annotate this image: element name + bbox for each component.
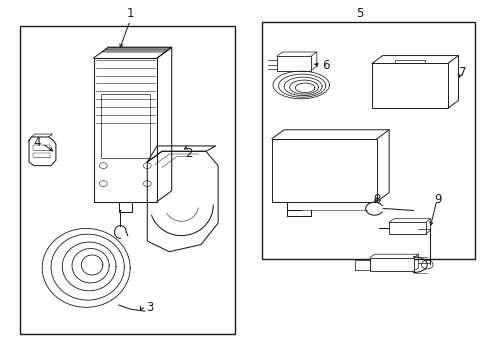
Bar [101, 94, 150, 158]
Text: 5: 5 [356, 7, 364, 20]
Bar [369, 258, 414, 271]
Text: 9: 9 [434, 193, 442, 206]
Bar [277, 56, 311, 71]
Text: 4: 4 [34, 136, 41, 149]
Bar [20, 26, 235, 334]
Text: 8: 8 [373, 193, 381, 206]
Text: 1: 1 [126, 7, 134, 20]
Text: 3: 3 [146, 301, 153, 314]
Bar [262, 22, 475, 259]
Text: 6: 6 [322, 59, 329, 72]
Bar [272, 139, 377, 202]
Text: 7: 7 [459, 66, 466, 79]
Bar [389, 222, 426, 234]
Text: 2: 2 [185, 147, 193, 159]
Bar [372, 63, 448, 108]
